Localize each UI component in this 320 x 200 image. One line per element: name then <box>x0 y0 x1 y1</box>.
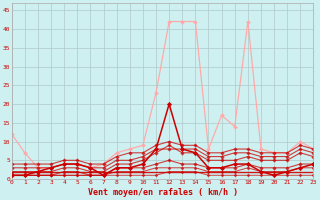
X-axis label: Vent moyen/en rafales ( km/h ): Vent moyen/en rafales ( km/h ) <box>88 188 237 197</box>
